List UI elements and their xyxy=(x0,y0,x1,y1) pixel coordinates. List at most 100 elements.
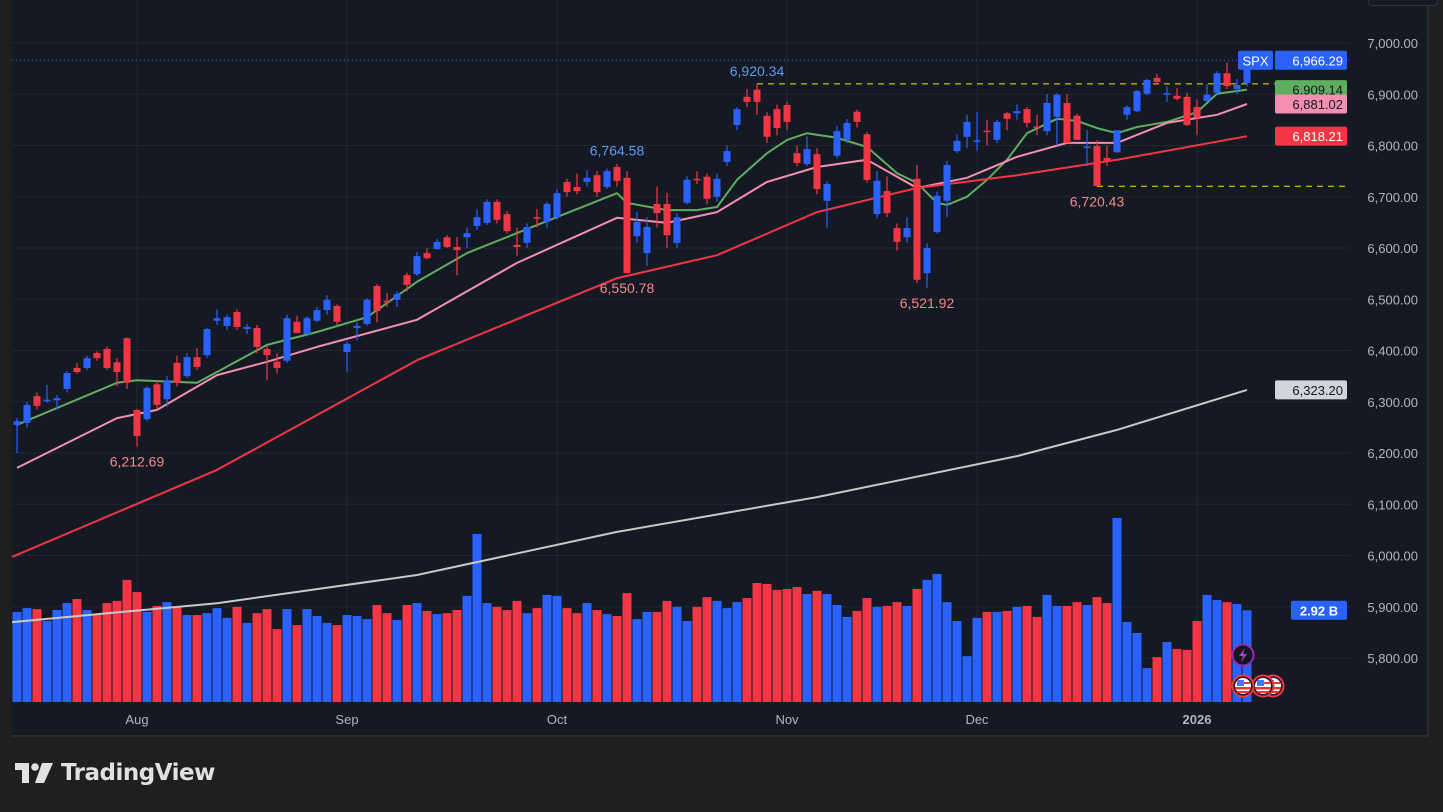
candle[interactable] xyxy=(473,209,481,231)
candle[interactable] xyxy=(103,346,111,370)
candle[interactable] xyxy=(333,304,341,325)
candle[interactable] xyxy=(803,136,811,166)
candle[interactable] xyxy=(653,186,661,228)
price-tag[interactable]: 6,323.20 xyxy=(1275,380,1347,400)
candle[interactable] xyxy=(293,315,301,334)
candle[interactable] xyxy=(1153,73,1161,86)
candle[interactable] xyxy=(173,355,181,387)
candle[interactable] xyxy=(733,107,741,131)
candle[interactable] xyxy=(493,199,501,224)
us-flag-icon[interactable] xyxy=(1231,674,1255,698)
candle[interactable] xyxy=(583,170,591,187)
candle[interactable] xyxy=(563,178,571,197)
candle[interactable] xyxy=(1163,86,1171,102)
candle[interactable] xyxy=(853,109,861,128)
candle[interactable] xyxy=(913,164,921,283)
candle[interactable] xyxy=(623,171,631,274)
candle[interactable] xyxy=(123,337,131,389)
candle[interactable] xyxy=(1223,62,1231,90)
candle[interactable] xyxy=(273,353,281,374)
candle[interactable] xyxy=(363,298,371,326)
candle[interactable] xyxy=(903,217,911,243)
candle[interactable] xyxy=(793,145,801,167)
candle[interactable] xyxy=(1023,107,1031,128)
candle[interactable] xyxy=(1043,94,1051,136)
toolbar-button[interactable] xyxy=(1368,0,1438,6)
candle[interactable] xyxy=(663,192,671,248)
candle[interactable] xyxy=(933,191,941,234)
candle[interactable] xyxy=(1063,94,1071,143)
candle[interactable] xyxy=(413,252,421,277)
candle[interactable] xyxy=(993,119,1001,143)
candle[interactable] xyxy=(923,243,931,289)
candle[interactable] xyxy=(483,199,491,225)
candle[interactable] xyxy=(443,235,451,248)
candle[interactable] xyxy=(783,101,791,131)
price-tag[interactable]: 6,966.29 xyxy=(1275,50,1347,70)
candle[interactable] xyxy=(263,345,271,381)
candle[interactable] xyxy=(383,293,391,307)
candle[interactable] xyxy=(63,371,71,393)
candle[interactable] xyxy=(343,341,351,373)
candle[interactable] xyxy=(193,347,201,370)
candle[interactable] xyxy=(243,323,251,335)
price-tag[interactable]: 6,909.14 xyxy=(1275,80,1347,100)
candle[interactable] xyxy=(153,380,161,410)
candle[interactable] xyxy=(433,238,441,251)
candle[interactable] xyxy=(43,384,51,403)
candle[interactable] xyxy=(883,176,891,218)
candle[interactable] xyxy=(113,358,121,387)
candle[interactable] xyxy=(53,395,61,410)
candle[interactable] xyxy=(1103,145,1111,167)
candle[interactable] xyxy=(973,112,981,151)
us-flag-icon[interactable] xyxy=(1251,674,1275,698)
candle[interactable] xyxy=(1123,105,1131,120)
candle[interactable] xyxy=(1053,93,1061,146)
candle[interactable] xyxy=(463,227,471,249)
lightning-icon[interactable] xyxy=(1231,643,1255,667)
candle[interactable] xyxy=(253,324,261,354)
candle[interactable] xyxy=(233,309,241,331)
candle[interactable] xyxy=(643,217,651,266)
candle[interactable] xyxy=(673,213,681,248)
candle[interactable] xyxy=(203,327,211,358)
candle[interactable] xyxy=(953,134,961,154)
candle[interactable] xyxy=(393,291,401,307)
candle[interactable] xyxy=(313,306,321,323)
candle[interactable] xyxy=(963,114,971,149)
candle[interactable] xyxy=(503,211,511,234)
candle[interactable] xyxy=(373,283,381,323)
candle[interactable] xyxy=(843,118,851,143)
candle[interactable] xyxy=(183,353,191,379)
candle[interactable] xyxy=(1173,88,1181,101)
candle[interactable] xyxy=(1033,114,1041,136)
volume-tag[interactable]: 2.92 B xyxy=(1291,600,1347,620)
candle[interactable] xyxy=(543,201,551,228)
candle[interactable] xyxy=(763,112,771,143)
candle[interactable] xyxy=(23,401,31,428)
candle[interactable] xyxy=(723,145,731,167)
candle[interactable] xyxy=(93,351,101,361)
candle[interactable] xyxy=(633,212,641,243)
candle[interactable] xyxy=(213,309,221,325)
candle[interactable] xyxy=(1143,78,1151,96)
candle[interactable] xyxy=(283,314,291,363)
price-tag[interactable]: 6,818.21 xyxy=(1275,126,1347,146)
candle[interactable] xyxy=(1073,113,1081,140)
candle[interactable] xyxy=(1203,84,1211,102)
candle[interactable] xyxy=(603,168,611,190)
plot-area[interactable] xyxy=(12,55,1350,702)
candle[interactable] xyxy=(523,223,531,248)
candle[interactable] xyxy=(73,362,81,374)
candle[interactable] xyxy=(1113,130,1121,154)
candle[interactable] xyxy=(1003,112,1011,131)
candle[interactable] xyxy=(1013,104,1021,120)
candle[interactable] xyxy=(833,126,841,159)
candle[interactable] xyxy=(1093,140,1101,187)
candle[interactable] xyxy=(303,316,311,337)
candle[interactable] xyxy=(1083,130,1091,166)
candle[interactable] xyxy=(353,322,361,341)
tradingview-logo[interactable]: TradingView xyxy=(15,760,215,786)
candle[interactable] xyxy=(613,163,621,187)
candle[interactable] xyxy=(893,223,901,251)
